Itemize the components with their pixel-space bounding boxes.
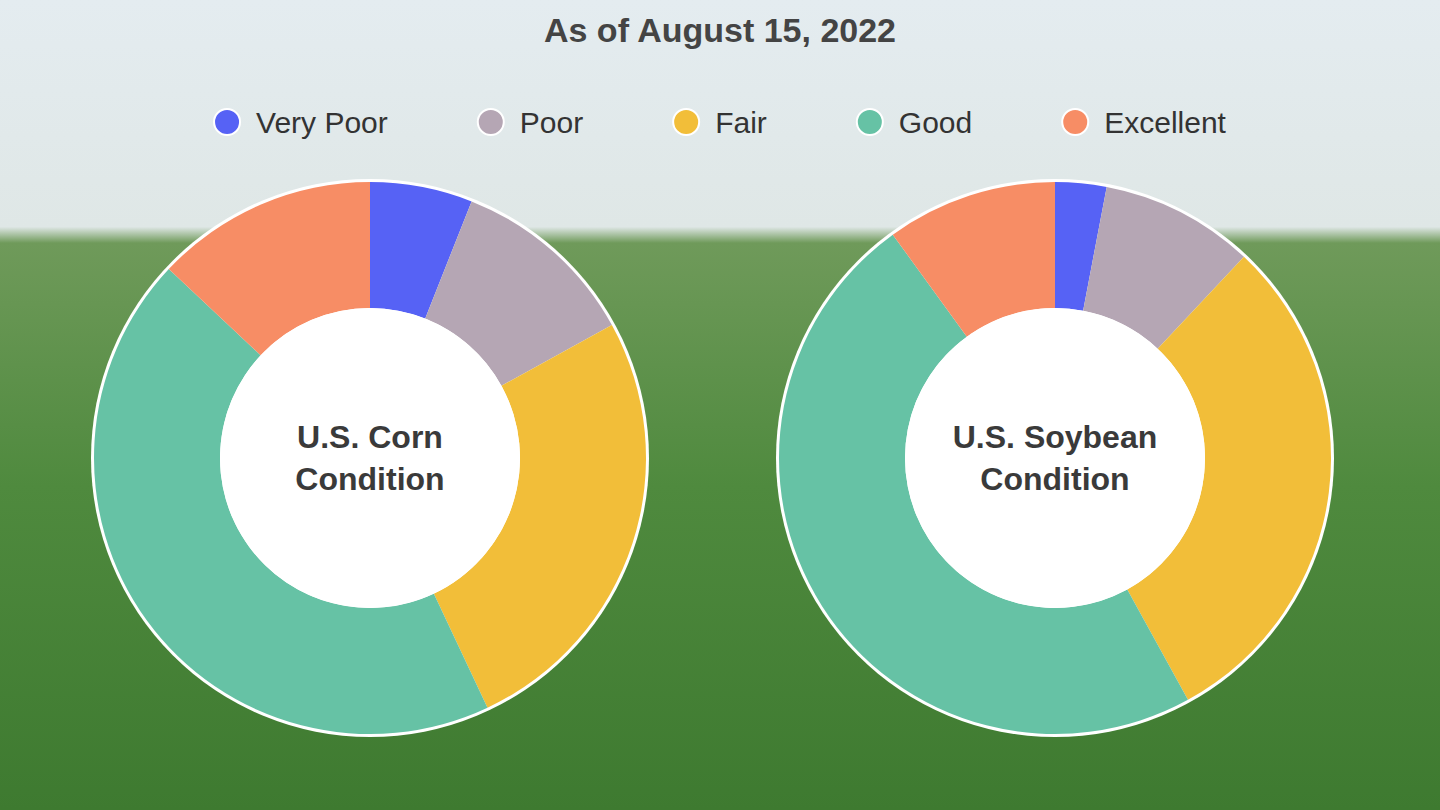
svg-text:Excellent: Excellent xyxy=(1104,106,1226,139)
svg-text:U.S. SoybeanCondition: U.S. SoybeanCondition xyxy=(953,419,1158,497)
svg-text:Fair: Fair xyxy=(715,106,767,139)
svg-text:Very Poor: Very Poor xyxy=(256,106,388,139)
svg-text:Good: Good xyxy=(899,106,972,139)
svg-text:U.S. CornCondition: U.S. CornCondition xyxy=(295,419,444,497)
svg-text:As of August 15, 2022: As of August 15, 2022 xyxy=(544,11,896,49)
svg-text:Poor: Poor xyxy=(520,106,583,139)
